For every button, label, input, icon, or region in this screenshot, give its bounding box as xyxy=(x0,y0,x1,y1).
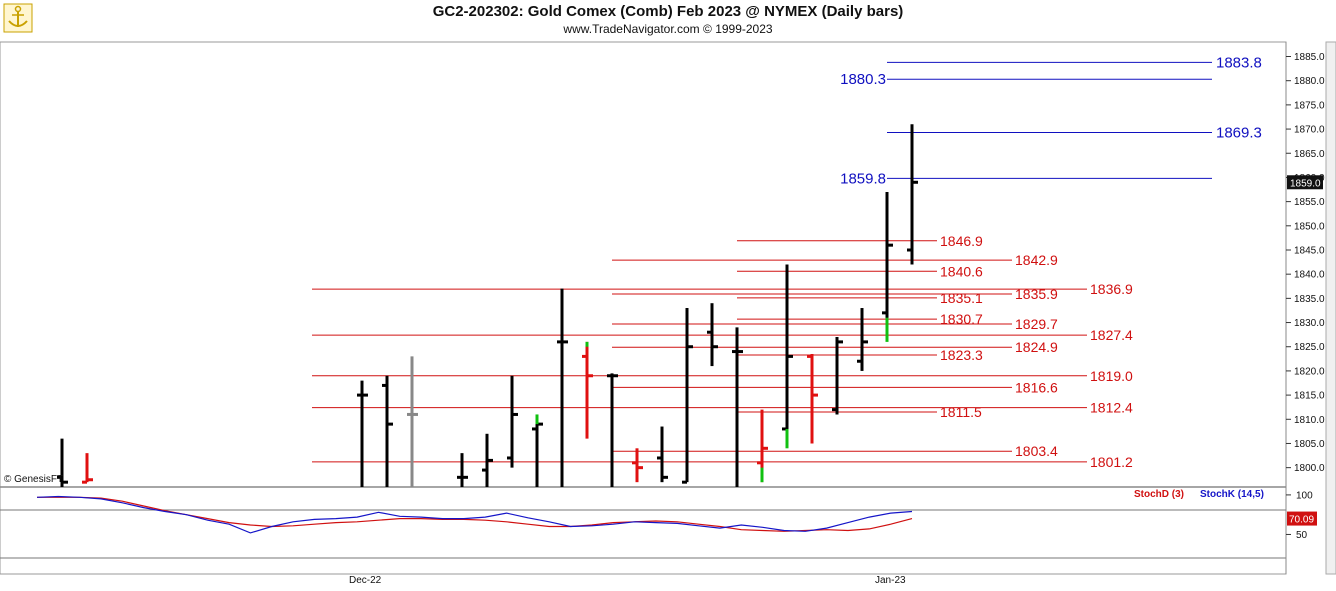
stoch-value-marker xyxy=(1287,511,1317,526)
price-bars xyxy=(57,124,918,487)
ohlc-bar xyxy=(857,308,868,371)
ohlc-bar xyxy=(357,380,368,487)
ohlc-bar xyxy=(907,124,918,265)
level-label: 1801.2 xyxy=(1090,454,1133,470)
ohlc-bar xyxy=(732,327,743,487)
level-label: 1835.9 xyxy=(1015,286,1058,302)
level-label: 1819.0 xyxy=(1090,368,1133,384)
anchor-logo-icon xyxy=(3,3,33,38)
level-label: 1859.8 xyxy=(840,170,886,187)
ohlc-bar xyxy=(82,453,93,484)
ohlc-bar xyxy=(632,448,643,483)
ohlc-bar xyxy=(807,353,818,444)
level-label: 1836.9 xyxy=(1090,281,1133,297)
ohlc-bar xyxy=(582,341,593,439)
level-label: 1830.7 xyxy=(940,311,983,327)
plot-frame xyxy=(0,41,1287,575)
stochk-legend: StochK (14,5) xyxy=(1200,489,1264,500)
price-tick-label: 1820.0 xyxy=(1294,366,1325,377)
price-tick-label: 1845.0 xyxy=(1294,245,1325,256)
right-scrollbar[interactable] xyxy=(1325,41,1336,575)
last-price-marker xyxy=(1287,175,1323,190)
price-axis: 1885.01880.01875.01870.01865.01860.01855… xyxy=(1285,42,1325,574)
stoch-axis: 100 50 70.09 xyxy=(1286,490,1317,541)
price-tick-label: 1885.0 xyxy=(1294,52,1325,63)
x-label-jan: Jan-23 xyxy=(875,575,906,586)
price-tick-label: 1800.0 xyxy=(1294,463,1325,474)
ohlc-bar xyxy=(57,438,68,487)
stochd-legend: StochD (3) xyxy=(1134,489,1184,500)
ohlc-bar xyxy=(832,337,843,415)
stochk-line xyxy=(36,495,913,534)
level-label: 1827.4 xyxy=(1090,327,1133,343)
price-tick-label: 1815.0 xyxy=(1294,391,1325,402)
level-label: 1812.4 xyxy=(1090,400,1133,416)
level-label: 1824.9 xyxy=(1015,339,1058,355)
price-tick-label: 1835.0 xyxy=(1294,294,1325,305)
level-label: 1829.7 xyxy=(1015,316,1058,332)
price-tick-label: 1865.0 xyxy=(1294,149,1325,160)
price-tick-label: 1810.0 xyxy=(1294,415,1325,426)
ohlc-bar xyxy=(382,375,393,487)
price-tick-label: 1840.0 xyxy=(1294,270,1325,281)
ohlc-bar xyxy=(682,308,693,484)
ohlc-bar xyxy=(507,375,518,468)
level-label: 1840.6 xyxy=(940,263,983,279)
ohlc-bar xyxy=(457,453,468,487)
stoch-lines xyxy=(36,495,913,534)
price-tick-label: 1880.0 xyxy=(1294,76,1325,87)
ohlc-bar xyxy=(657,426,668,483)
ohlc-bar xyxy=(882,191,893,338)
ohlc-bar xyxy=(707,303,718,367)
x-label-dec: Dec-22 xyxy=(349,575,382,586)
price-tick-label: 1870.0 xyxy=(1294,125,1325,136)
level-label: 1803.4 xyxy=(1015,443,1058,459)
price-tick-label: 1875.0 xyxy=(1294,100,1325,111)
level-label: 1869.3 xyxy=(1216,124,1262,141)
level-label: 1816.6 xyxy=(1015,379,1058,395)
price-tick-label: 1850.0 xyxy=(1294,221,1325,232)
ohlc-bar xyxy=(607,373,618,487)
level-label: 1883.8 xyxy=(1216,54,1262,71)
level-label: 1823.3 xyxy=(940,347,983,363)
last-price-label: 1859.0 xyxy=(1290,178,1321,189)
price-tick-label: 1830.0 xyxy=(1294,318,1325,329)
stoch-tick-label: 50 xyxy=(1296,530,1308,541)
level-label: 1835.1 xyxy=(940,290,983,306)
stoch-tick-label: 100 xyxy=(1296,490,1313,501)
level-label: 1846.9 xyxy=(940,233,983,249)
level-label: 1880.3 xyxy=(840,71,886,88)
price-tick-label: 1825.0 xyxy=(1294,342,1325,353)
credit-label: © GenesisFT xyxy=(4,474,64,485)
chart-title: GC2-202302: Gold Comex (Comb) Feb 2023 @… xyxy=(432,3,904,20)
ohlc-bar xyxy=(482,433,493,487)
price-levels: 1883.8 1880.3 1869.3 1859.8 1846.9 1842.9 1840… xyxy=(312,54,1262,470)
stoch-value-label: 70.09 xyxy=(1289,515,1314,526)
ohlc-bar xyxy=(407,356,418,487)
ohlc-bar xyxy=(557,288,568,487)
price-tick-label: 1855.0 xyxy=(1294,197,1325,208)
chart-subtitle: www.TradeNavigator.com © 1999-2023 xyxy=(563,22,773,36)
price-tick-label: 1805.0 xyxy=(1294,439,1325,450)
level-label: 1842.9 xyxy=(1015,252,1058,268)
level-label: 1811.5 xyxy=(940,404,982,420)
